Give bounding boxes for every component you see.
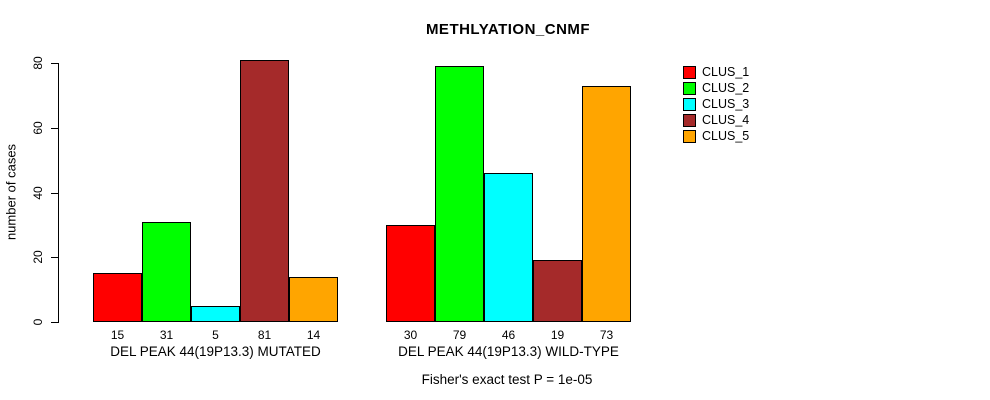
legend-label-clus-4: CLUS_4 [702,113,750,127]
legend-label-clus-1: CLUS_1 [702,65,750,79]
bar-value-label: 14 [306,328,321,342]
bar-clus_5-wildtype [582,85,631,322]
y-axis-tick [51,192,58,194]
legend-label-clus-3: CLUS_3 [702,97,750,111]
y-axis-tick-label: 60 [31,121,45,135]
y-axis-tick-label: 40 [31,185,45,200]
bar-value-label: 31 [159,328,174,342]
legend-item-clus-4: CLUS_4 [683,112,749,128]
y-axis-tick-label: 20 [31,250,45,264]
legend-swatch-clus-2 [683,81,696,95]
bar-value-label: 79 [452,328,467,342]
bar-clus_1-mutated [93,273,142,322]
legend-swatch-clus-5 [683,129,696,143]
legend-swatch-clus-3 [683,97,696,111]
legend-item-clus-1: CLUS_1 [683,64,749,80]
y-axis-tick [51,257,58,259]
legend-item-clus-2: CLUS_2 [683,80,749,96]
bar-value-label: 46 [501,328,516,342]
bar-clus_2-wildtype [435,66,484,322]
x-axis-group-label-wildtype: DEL PEAK 44(19P13.3) WILD-TYPE [398,344,619,359]
bar-value-label: 15 [110,328,125,342]
bar-value-label: 81 [257,328,272,342]
legend-label-clus-2: CLUS_2 [702,81,750,95]
bar-clus_3-mutated [191,305,240,322]
bar-clus_4-wildtype [533,260,582,322]
bar-clus_1-wildtype [386,224,435,322]
y-axis-line [58,63,59,323]
legend-item-clus-3: CLUS_3 [683,96,749,112]
y-axis-tick [51,127,58,129]
legend-swatch-clus-1 [683,65,696,79]
y-axis-tick [51,322,58,323]
bar-value-label: 5 [212,328,219,342]
y-axis-title: number of cases [3,143,19,241]
legend: CLUS_1 CLUS_2 CLUS_3 CLUS_4 CLUS_5 [683,64,749,144]
x-axis-group-label-mutated: DEL PEAK 44(19P13.3) MUTATED [110,344,321,359]
fisher-test-annotation: Fisher's exact test P = 1e-05 [421,372,593,387]
bar-clus_5-mutated [289,276,338,322]
bar-value-label: 19 [550,328,565,342]
bar-clus_4-mutated [240,59,289,322]
chart-title: METHLYATION_CNMF [425,21,591,38]
y-axis-tick [51,63,58,64]
bar-value-label: 30 [403,328,418,342]
y-axis-tick-label: 80 [31,56,45,70]
y-axis-tick-label: 0 [31,318,45,326]
bar-value-label: 73 [599,328,614,342]
bar-clus_2-mutated [142,221,191,322]
legend-label-clus-5: CLUS_5 [702,129,750,143]
legend-swatch-clus-4 [683,113,696,127]
bar-clus_3-wildtype [484,173,533,322]
legend-item-clus-5: CLUS_5 [683,128,749,144]
